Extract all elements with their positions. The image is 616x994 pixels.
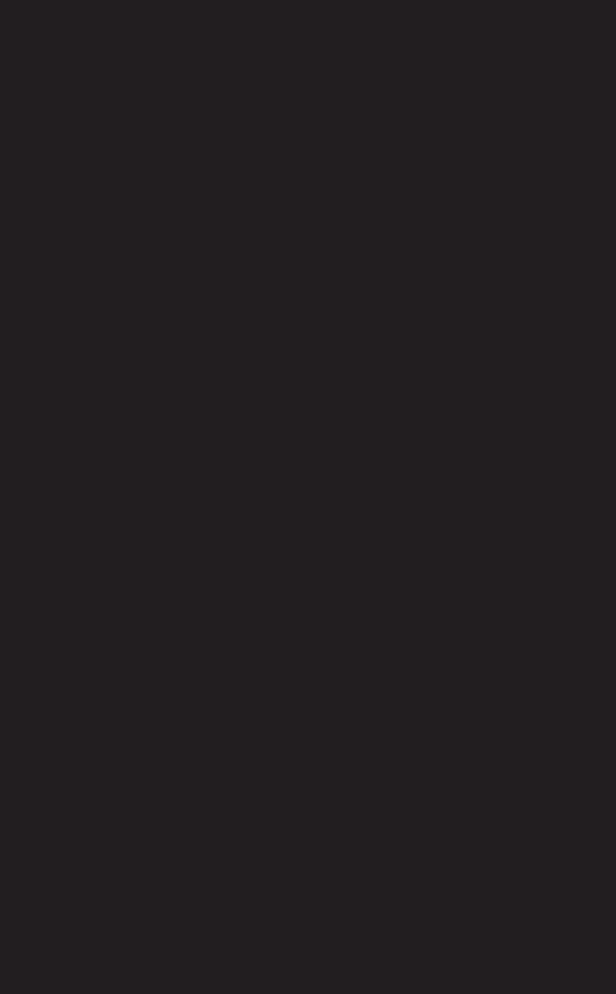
blank-screen bbox=[0, 0, 616, 994]
